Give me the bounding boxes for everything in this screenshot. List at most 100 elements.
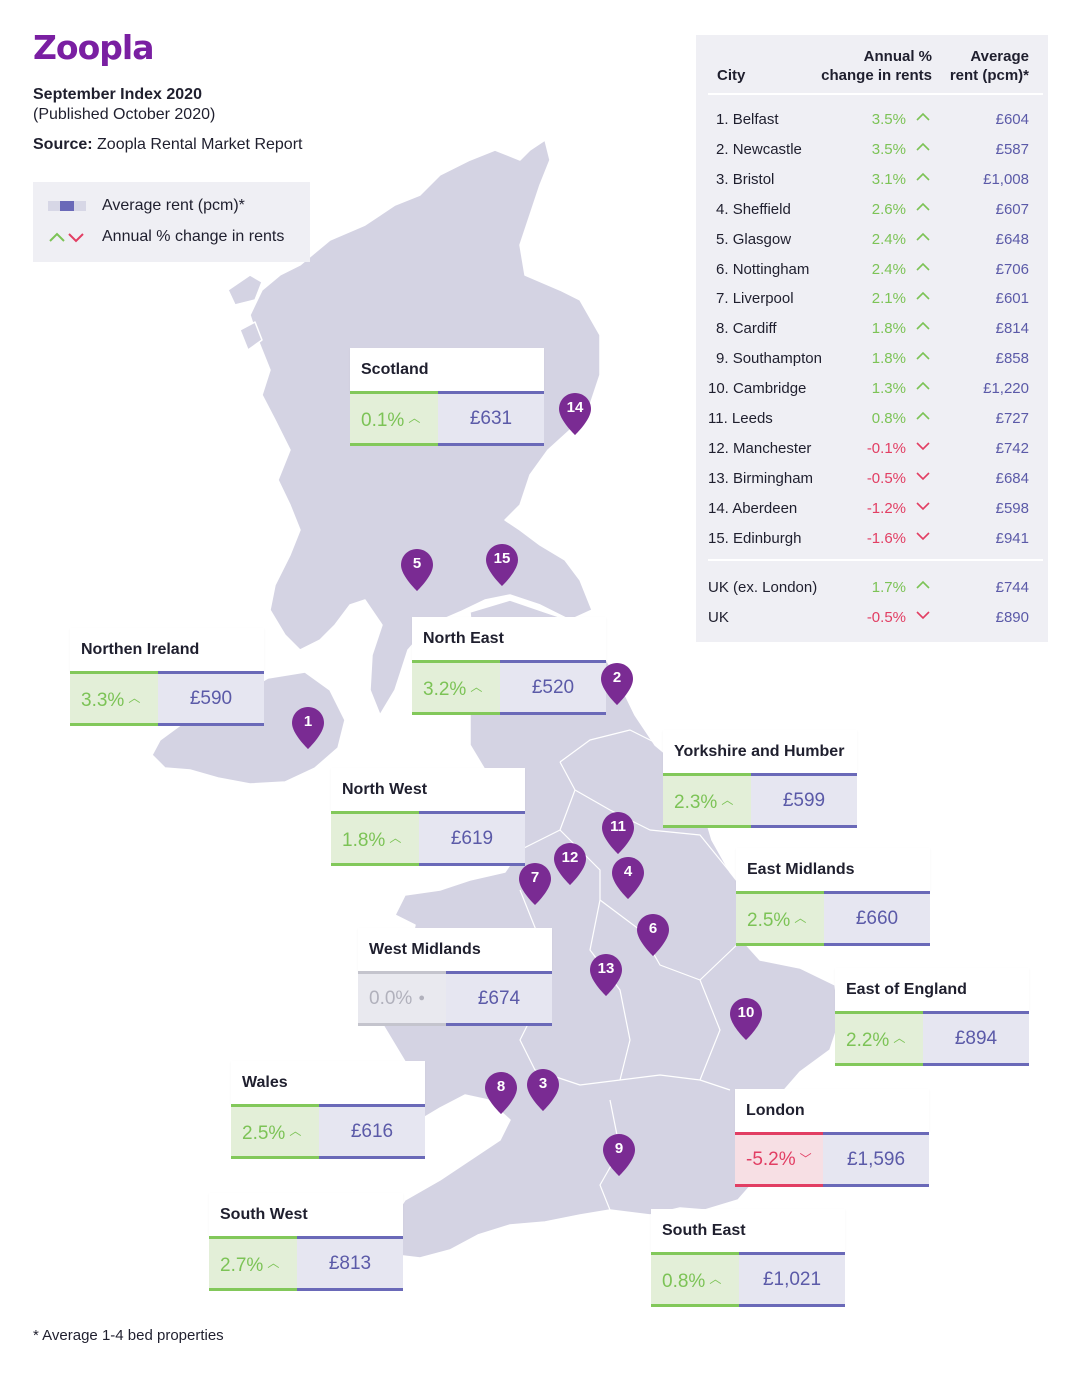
region-name: Yorkshire and Humber <box>663 730 857 773</box>
col-header-change: Annual % change in rents <box>821 48 932 84</box>
legend-change: Annual % change in rents <box>48 227 284 247</box>
city-rent: £1,008 <box>983 170 1029 188</box>
pin-number: 3 <box>538 1075 548 1092</box>
region-card-north-east: North East 3.2%£520 <box>412 617 606 715</box>
map-pin[interactable]: 1 <box>291 706 325 750</box>
pin-number: 13 <box>597 960 615 977</box>
region-card-london: London -5.2%£1,596 <box>735 1089 929 1187</box>
island <box>227 274 263 306</box>
table-row: 6. Nottingham 2.4% £706 <box>696 261 1048 285</box>
map-pin-icon <box>590 954 622 996</box>
region-card-scotland: Scotland 0.1%£631 <box>350 348 544 446</box>
region-name: East Midlands <box>736 848 930 891</box>
total-row: UK (ex. London) 1.7% £744 <box>696 579 1048 603</box>
region-change: 1.8% <box>331 811 419 866</box>
map-pin[interactable]: 8 <box>484 1071 518 1115</box>
city-change: 2.6% <box>871 200 906 218</box>
arrow-down-icon <box>916 611 930 620</box>
city-rent: £648 <box>995 230 1029 248</box>
map-pin-icon <box>519 863 551 905</box>
total-change: -0.5% <box>866 609 906 626</box>
city-change: 3.5% <box>871 111 906 128</box>
region-name: Northen Ireland <box>70 628 264 671</box>
city-name: 9. Southampton <box>716 350 822 368</box>
city-name: 15. Edinburgh <box>708 529 802 547</box>
region-name: London <box>735 1089 929 1132</box>
arrow-up-icon <box>916 262 930 271</box>
map-pin-icon <box>601 663 633 705</box>
region-rent: £599 <box>751 773 857 828</box>
map-pin[interactable]: 5 <box>400 548 434 592</box>
table-row: 7. Liverpool 2.1% £601 <box>696 290 1048 314</box>
map-pin-icon <box>612 857 644 899</box>
region-card-south-east: South East 0.8%£1,021 <box>651 1209 845 1307</box>
totals-divider <box>708 559 1043 561</box>
city-change: -1.6% <box>866 529 906 547</box>
map-pin-icon <box>637 914 669 956</box>
legend-change-label: Annual % change in rents <box>102 228 285 245</box>
arrow-down-icon <box>916 442 930 451</box>
region-name: South West <box>209 1193 403 1236</box>
city-change: 2.4% <box>871 260 906 278</box>
footnote: * Average 1-4 bed properties <box>33 1327 224 1344</box>
city-change: 0.8% <box>871 410 906 427</box>
map-pin[interactable]: 13 <box>589 953 623 997</box>
map-pin[interactable]: 4 <box>611 856 645 900</box>
map-pin[interactable]: 15 <box>485 543 519 587</box>
index-title: September Index 2020 <box>33 86 202 103</box>
pin-number: 7 <box>530 869 540 886</box>
source-line: Source: Zoopla Rental Market Report <box>33 136 302 154</box>
city-table: City Annual % change in rents Average re… <box>696 35 1048 642</box>
map-pin[interactable]: 14 <box>558 392 592 436</box>
map-pin-icon <box>603 1134 635 1176</box>
map-pin[interactable]: 9 <box>602 1133 636 1177</box>
city-rent: £742 <box>995 439 1029 457</box>
region-rent: £590 <box>158 671 264 726</box>
arrow-down-icon <box>916 472 930 480</box>
map-pin-icon <box>602 812 634 854</box>
map-pin[interactable]: 7 <box>518 862 552 906</box>
pin-number: 14 <box>566 399 584 416</box>
index-subtitle: (Published October 2020) <box>33 106 216 123</box>
city-name: 7. Liverpool <box>716 290 794 308</box>
city-rent: £587 <box>995 140 1029 158</box>
region-change: 3.3% <box>70 671 158 726</box>
region-card-south-west: South West 2.7%£813 <box>209 1193 403 1291</box>
map-pin[interactable]: 2 <box>600 662 634 706</box>
city-change: 2.1% <box>871 290 906 308</box>
city-rent: £858 <box>995 350 1029 368</box>
header-divider <box>708 93 1043 95</box>
table-row: 15. Edinburgh -1.6% £941 <box>696 530 1048 554</box>
city-name: 1. Belfast <box>716 111 779 128</box>
region-name: Scotland <box>350 348 544 391</box>
map-pin[interactable]: 6 <box>636 913 670 957</box>
map-pin[interactable]: 3 <box>526 1068 560 1112</box>
arrow-up-icon <box>916 172 930 181</box>
map-pin[interactable]: 10 <box>729 997 763 1041</box>
map-pin-icon <box>401 549 433 591</box>
zoopla-logo[interactable]: Zoopla <box>33 28 154 67</box>
legend-rent-label: Average rent (pcm)* <box>102 197 245 214</box>
total-name: UK <box>708 609 729 626</box>
map-pin[interactable]: 12 <box>553 842 587 886</box>
map-pin-icon <box>527 1069 559 1111</box>
legend-rent: Average rent (pcm)* <box>48 196 245 216</box>
region-change: 0.1% <box>350 391 438 446</box>
pin-number: 2 <box>612 669 622 686</box>
region-change: 2.5% <box>231 1104 319 1159</box>
city-rent: £684 <box>995 469 1029 487</box>
table-row: 2. Newcastle 3.5% £587 <box>696 141 1048 165</box>
city-rent: £604 <box>995 111 1029 128</box>
col-header-rent: Average rent (pcm)* <box>949 48 1029 84</box>
region-rent: £619 <box>419 811 525 866</box>
region-change: 2.3% <box>663 773 751 828</box>
region-change: -5.2% <box>735 1132 823 1187</box>
map-pin[interactable]: 11 <box>601 811 635 855</box>
table-row: 12. Manchester -0.1% £742 <box>696 440 1048 464</box>
region-name: Wales <box>231 1061 425 1104</box>
region-rent: £894 <box>923 1011 1029 1066</box>
island <box>239 321 263 351</box>
total-change: 1.7% <box>871 579 906 596</box>
region-rent: £1,021 <box>739 1252 845 1307</box>
city-change: 3.5% <box>871 140 906 158</box>
